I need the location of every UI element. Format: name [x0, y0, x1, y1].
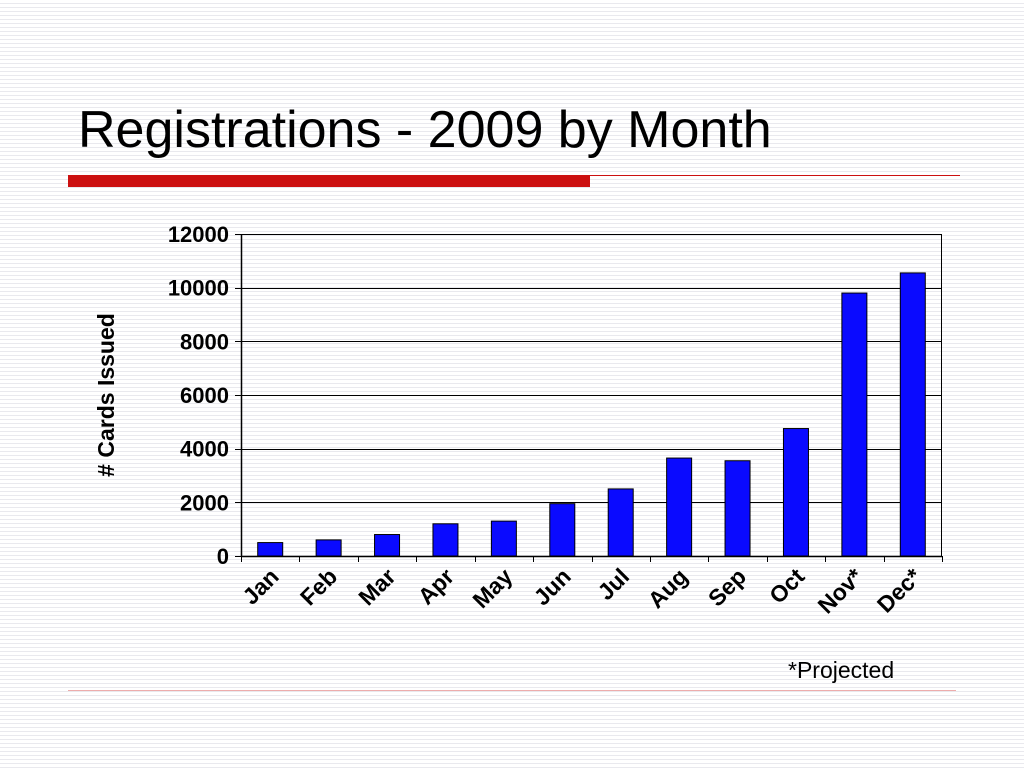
x-tick-label: Nov*: [812, 563, 867, 618]
x-tick-label: Jan: [237, 563, 283, 609]
x-tick-label: Feb: [295, 563, 342, 610]
x-tick-label: Apr: [413, 563, 459, 609]
y-axis-label: # Cards Issued: [93, 313, 119, 477]
x-tick-label: Mar: [353, 563, 400, 610]
y-tick-label: 6000: [180, 383, 229, 408]
x-tick-label: Jun: [529, 563, 576, 610]
bar: [549, 503, 576, 557]
y-tick-labels: 0 2000 4000 6000 8000 10000 12000: [168, 222, 229, 569]
bar: [315, 539, 342, 557]
projected-footnote: *Projected: [788, 657, 895, 683]
title-divider-thin: [68, 175, 960, 176]
x-tick-label: Sep: [703, 563, 751, 611]
bar: [490, 520, 517, 557]
bar: [782, 428, 809, 557]
slide-title: Registrations - 2009 by Month: [78, 101, 772, 159]
bar: [666, 457, 693, 557]
y-tick-label: 2000: [180, 490, 229, 515]
x-tick-label: Oct: [764, 563, 810, 609]
bar: [841, 292, 868, 557]
bar: [257, 542, 284, 557]
bar: [432, 523, 459, 557]
y-tick-label: 4000: [180, 437, 229, 462]
x-tick-label: Dec*: [872, 563, 927, 618]
y-tick-label: 0: [217, 544, 229, 569]
footer-divider: [68, 690, 956, 691]
bar: [374, 534, 401, 557]
bar: [724, 460, 751, 557]
bar: [607, 488, 634, 557]
x-tick-label: May: [467, 563, 517, 613]
y-tick-label: 12000: [168, 222, 229, 247]
y-tick-label: 8000: [180, 329, 229, 354]
axes: [235, 234, 943, 562]
bar: [899, 272, 926, 557]
bars: [257, 272, 926, 557]
gridlines: [241, 234, 942, 503]
x-tick-label: Aug: [643, 563, 693, 613]
title-divider-accent: [68, 176, 590, 187]
x-tick-label: Jul: [592, 563, 634, 605]
x-tick-labels: Jan Feb Mar Apr May Jun Jul Aug Sep Oct Nov* Dec*: [237, 563, 926, 619]
y-tick-label: 10000: [168, 276, 229, 301]
